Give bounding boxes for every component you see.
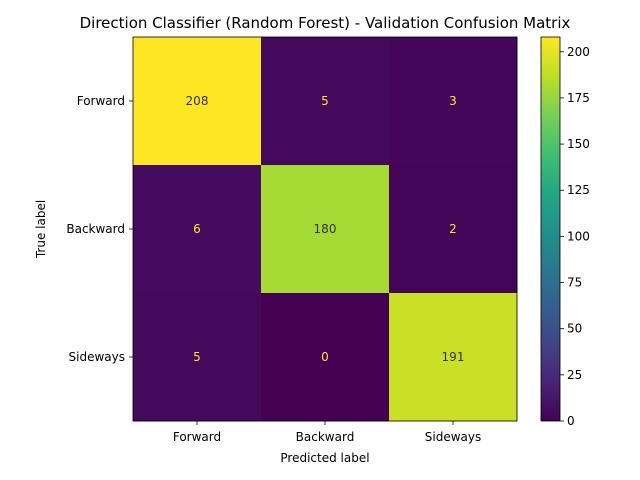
x-tick-label: Backward: [296, 430, 355, 444]
heatmap-cell: [389, 165, 518, 294]
y-axis: Forward Backward Sideways: [66, 94, 133, 364]
heatmap-cell: [261, 37, 390, 166]
colorbar-axis: 0 25 50 75 100 125 150 175 200: [560, 45, 590, 428]
chart-title: Direction Classifier (Random Forest) - V…: [80, 14, 571, 32]
colorbar-tick-label: 125: [567, 183, 590, 197]
colorbar-tick-label: 150: [567, 137, 590, 151]
colorbar: [540, 36, 561, 422]
cell-value-label: 5: [193, 350, 201, 364]
x-tick-label: Sideways: [425, 430, 481, 444]
x-tick-label: Forward: [173, 430, 221, 444]
colorbar-tick-label: 25: [567, 368, 582, 382]
cell-value-label: 6: [193, 222, 201, 236]
colorbar-tick-label: 200: [567, 45, 590, 59]
heatmap-cell: [389, 293, 518, 422]
heatmap-cell: [133, 37, 262, 166]
y-tick-label: Forward: [77, 94, 125, 108]
x-axis: Forward Backward Sideways: [173, 421, 481, 444]
heatmap-cell: [133, 293, 262, 422]
cell-value-label: 5: [321, 94, 329, 108]
heatmap-cell: [389, 37, 518, 166]
colorbar-tick-label: 175: [567, 91, 590, 105]
heatmap-cell: [133, 165, 262, 294]
colorbar-tick-label: 100: [567, 229, 590, 243]
cell-value-label: 0: [321, 350, 329, 364]
cell-value-label: 191: [442, 350, 465, 364]
heatmap-cell: [261, 293, 390, 422]
colorbar-tick-label: 0: [567, 414, 575, 428]
x-axis-label: Predicted label: [280, 451, 369, 465]
heatmap-cells: 208 5 3 6 180 2 5 0 191: [133, 37, 518, 422]
cell-value-label: 2: [449, 222, 457, 236]
y-tick-label: Sideways: [69, 350, 125, 364]
cell-value-label: 208: [186, 94, 209, 108]
cell-value-label: 180: [314, 222, 337, 236]
cell-value-label: 3: [449, 94, 457, 108]
colorbar-tick-label: 75: [567, 276, 582, 290]
heatmap-cell: [261, 165, 390, 294]
colorbar-tick-label: 50: [567, 322, 582, 336]
y-tick-label: Backward: [66, 222, 125, 236]
y-axis-label: True label: [34, 200, 48, 259]
